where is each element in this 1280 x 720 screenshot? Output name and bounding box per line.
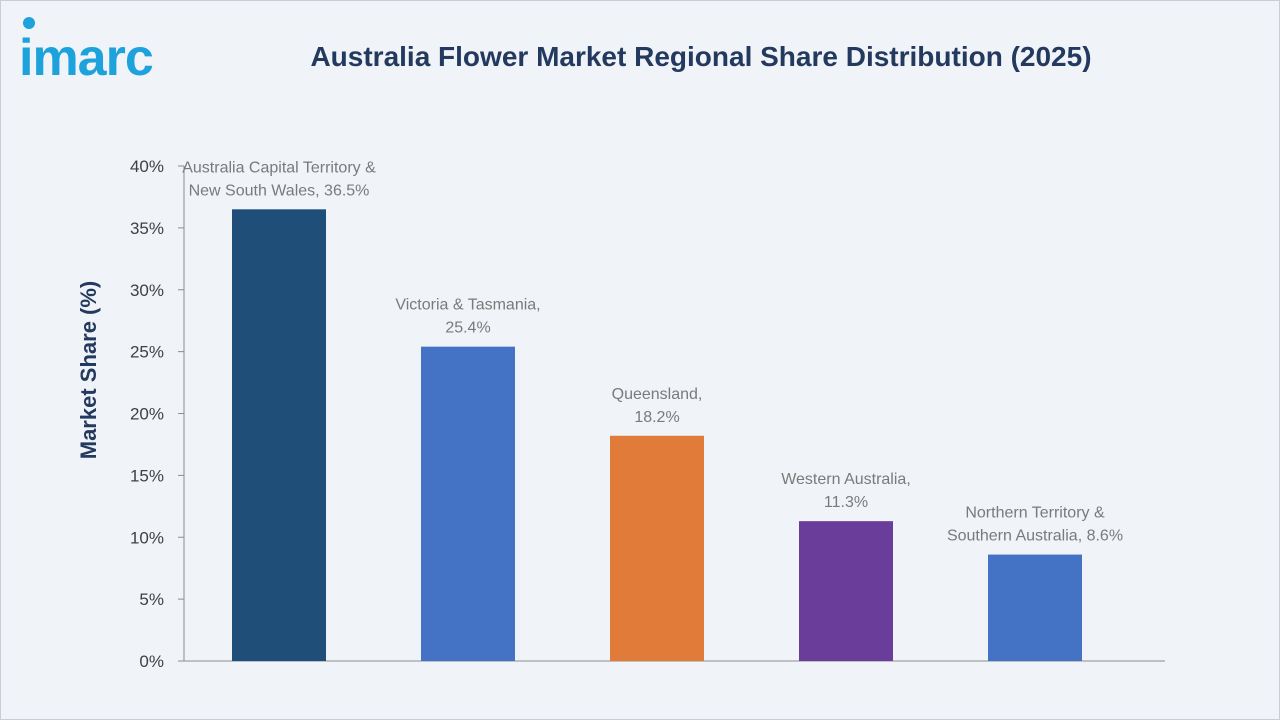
y-tick-label: 35%	[130, 219, 164, 238]
imarc-logo: imarc	[19, 17, 154, 85]
chart-title: Australia Flower Market Regional Share D…	[310, 41, 1092, 72]
bar-data-label: Victoria & Tasmania,	[395, 297, 540, 314]
y-axis-title: Market Share (%)	[76, 281, 101, 460]
logo-text: imarc	[19, 29, 153, 85]
y-tick-label: 5%	[139, 590, 164, 609]
bar-data-label: 11.3%	[824, 494, 868, 511]
y-tick-label: 10%	[130, 528, 164, 547]
bar	[988, 554, 1082, 661]
y-tick-label: 15%	[130, 466, 164, 485]
bar	[610, 435, 704, 661]
bar-data-label: Western Australia,	[781, 471, 911, 488]
bar	[799, 521, 893, 661]
bar-data-label: 25.4%	[445, 320, 490, 337]
bar-data-label: New South Wales, 36.5%	[189, 182, 370, 199]
y-tick-label: 30%	[130, 281, 164, 300]
y-tick-label: 20%	[130, 405, 164, 424]
y-tick-label: 0%	[139, 652, 164, 671]
bar	[421, 346, 515, 661]
bar	[232, 209, 326, 661]
bar-data-label: Northern Territory &	[965, 505, 1105, 522]
bar-data-label: 18.2%	[634, 409, 679, 426]
bar-data-label: Southern Australia, 8.6%	[947, 528, 1123, 545]
bar-data-label: Australia Capital Territory &	[182, 159, 376, 176]
y-tick-label: 25%	[130, 343, 164, 362]
y-tick-label: 40%	[130, 157, 164, 176]
bar-data-label: Queensland,	[612, 386, 703, 403]
